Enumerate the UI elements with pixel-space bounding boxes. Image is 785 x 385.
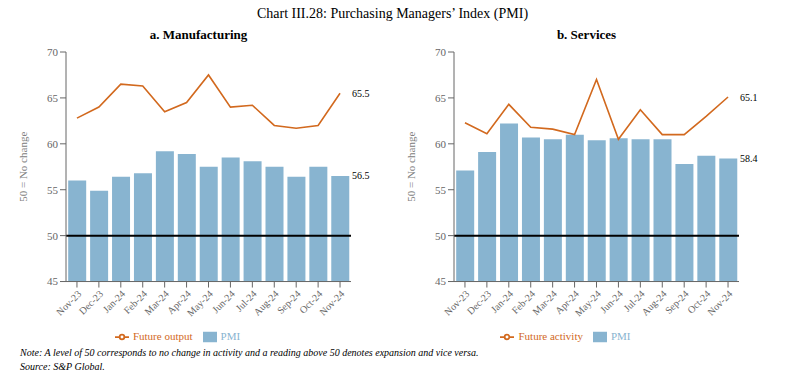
svg-text:Feb-24: Feb-24 [121,288,150,316]
svg-text:55: 55 [435,184,447,196]
svg-text:May-24: May-24 [573,288,603,318]
svg-text:Dec-23: Dec-23 [77,288,106,317]
svg-text:Dec-23: Dec-23 [465,288,494,317]
svg-text:May-24: May-24 [185,288,215,318]
html-text:PMI: PMI [611,329,631,342]
svg-text:Aug-24: Aug-24 [639,288,668,317]
svg-text:Nov-24: Nov-24 [317,288,346,317]
svg-text:Nov-23: Nov-23 [54,288,83,317]
svg-text:Sep-24: Sep-24 [663,288,691,316]
svg-text:60: 60 [47,138,59,150]
svg-text:Jul-24: Jul-24 [621,288,647,314]
html-text:Future activity: Future activity [518,329,583,342]
svg-text:45: 45 [435,275,447,287]
svg-text:70: 70 [435,46,447,58]
html-text:Future output: Future output [132,329,193,342]
svg-text:65: 65 [435,92,447,104]
svg-text:Jan-24: Jan-24 [100,288,128,315]
svg-text:Apr-24: Apr-24 [164,288,193,317]
svg-text:Oct-24: Oct-24 [297,288,325,316]
html-text:PMI: PMI [220,329,241,342]
svg-text:58.4: 58.4 [740,153,758,164]
svg-text:65.1: 65.1 [740,92,758,103]
html-text:Chart III.28: Purchasing Manag: Chart III.28: Purchasing Managers’ Index… [256,6,529,21]
svg-text:Apr-24: Apr-24 [552,288,581,317]
svg-text:50: 50 [47,230,59,242]
svg-text:Feb-24: Feb-24 [509,288,538,316]
svg-text:Nov-24: Nov-24 [705,288,734,317]
svg-text:Sep-24: Sep-24 [275,288,303,316]
svg-text:Nov-23: Nov-23 [442,288,471,317]
html-text:Source: S&P Global.: Source: S&P Global. [20,361,105,372]
svg-text:Aug-24: Aug-24 [251,288,280,317]
svg-text:56.5: 56.5 [352,170,370,181]
svg-text:65.5: 65.5 [352,88,370,99]
svg-text:Jan-24: Jan-24 [488,288,516,315]
svg-text:60: 60 [435,138,447,150]
html-text:b. Services: b. Services [556,27,617,42]
svg-text:Jun-24: Jun-24 [210,288,237,315]
svg-text:70: 70 [47,46,59,58]
svg-text:50 = No change: 50 = No change [405,132,417,202]
svg-text:50 = No change: 50 = No change [17,132,29,202]
html-text:Note: A level of 50 correspond: Note: A level of 50 corresponds to no ch… [20,347,479,358]
svg-text:Jul-24: Jul-24 [233,288,259,314]
svg-text:Jun-24: Jun-24 [598,288,625,315]
svg-text:Mar-24: Mar-24 [530,288,559,317]
svg-text:Oct-24: Oct-24 [685,288,713,316]
svg-text:45: 45 [47,275,59,287]
svg-text:55: 55 [47,184,59,196]
html-text:a. Manufacturing: a. Manufacturing [149,27,248,42]
svg-text:Mar-24: Mar-24 [142,288,171,317]
svg-text:65: 65 [47,92,59,104]
svg-text:50: 50 [435,230,447,242]
